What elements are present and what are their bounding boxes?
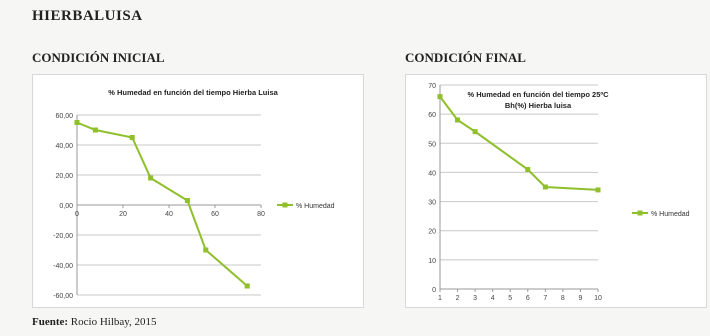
x-tick-label: 6 [526,295,530,302]
y-tick-label: 60 [428,112,436,119]
y-tick-label: 40 [428,170,436,177]
legend-marker [637,210,643,216]
section-title-initial: CONDICIÓN INICIAL [32,50,165,65]
chart-title: % Humedad en función del tiempo Hierba L… [108,88,278,97]
x-tick-label: 60 [211,211,219,218]
data-point [74,120,80,125]
data-point [244,283,250,289]
x-tick-label: 1 [438,295,442,302]
x-tick-label: 40 [165,211,173,218]
x-tick-label: 0 [75,211,79,218]
source-note: Fuente: Rocio Hilbay, 2015 [32,316,157,328]
chart-initial-panel: 60,00 40,00 20,00 0,00 -20,00 -40,00 -60,00 0 20… [32,74,364,308]
x-tick-label: 10 [594,295,602,302]
x-tick-label: 2 [456,295,460,302]
chart-initial: 60,00 40,00 20,00 0,00 -20,00 -40,00 -60,00 0 20… [53,88,335,300]
x-tick-label: 8 [561,295,565,302]
legend-marker [282,202,288,208]
data-point [525,167,531,173]
y-tick-label: 40,00 [55,143,73,150]
section-title-final: CONDICIÓN FINAL [405,50,526,65]
x-tick-label: 80 [257,211,265,218]
y-tick-label: 0 [432,287,436,294]
data-point [472,129,478,135]
data-point [595,187,601,193]
data-point [148,175,154,181]
x-tick-label: 3 [473,295,477,302]
chart-title: % Humedad en función del tiempo 25ºC [467,90,609,99]
x-tick-label: 5 [508,295,512,302]
y-tick-label: 50 [428,141,436,148]
y-tick-label: -40,00 [53,263,73,270]
series-line [76,121,248,287]
y-tick-label: 30 [428,200,436,207]
legend-label: % Humedad [651,211,690,218]
data-point [437,94,443,100]
source-label: Fuente: [32,316,69,328]
y-tick-label: 60,00 [55,113,73,120]
x-tick-label: 20 [119,211,127,218]
data-point [129,135,135,140]
y-tick-label: -60,00 [53,293,73,300]
legend-label: % Humedad [296,203,335,210]
series-line [439,96,599,191]
chart-title-line2: Bh(%) Hierba luisa [505,101,572,110]
page-title: HIERBALUISA [32,8,143,24]
x-tick-label: 9 [578,295,582,302]
data-point [455,117,461,123]
chart-final-panel: 70 60 50 40 30 20 10 0 1 2 3 4 5 6 7 8 9 10 % Humedad en f… [405,74,707,308]
data-point [203,247,209,253]
chart-final: 70 60 50 40 30 20 10 01 2 3 4 5 6 7 8 9 10 % Humedad en f… [428,83,690,302]
y-tick-label: -20,00 [53,233,73,240]
y-tick-label: 20 [428,229,436,236]
data-point [92,127,98,133]
y-tick-label: 0,00 [59,203,73,210]
source-text: Rocio Hilbay, 2015 [70,316,157,328]
x-tick-label: 4 [491,295,495,302]
y-tick-label: 10 [428,258,436,265]
y-tick-label: 70 [428,83,436,90]
data-point [184,198,190,203]
data-point [542,184,548,190]
y-tick-label: 20,00 [55,173,73,180]
x-tick-label: 7 [543,295,547,302]
